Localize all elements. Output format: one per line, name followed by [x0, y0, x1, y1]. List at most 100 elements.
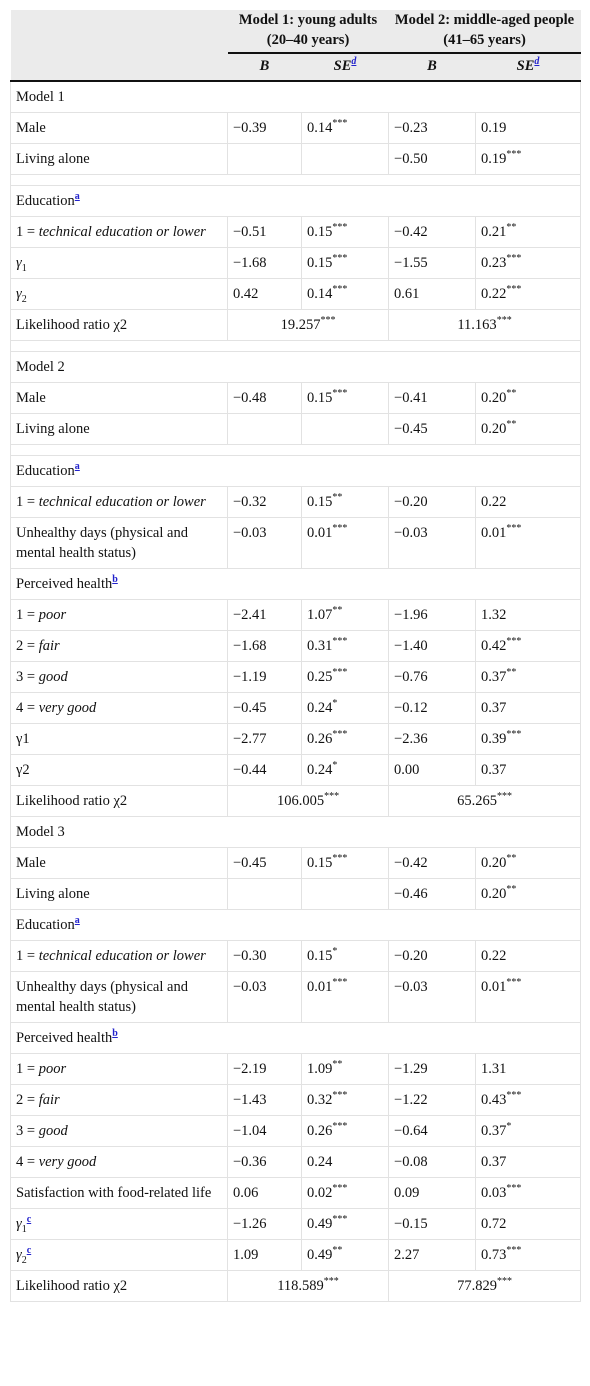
spacer: [9, 174, 582, 186]
value-cell: −0.30: [227, 940, 302, 972]
value: 0.06: [233, 1185, 259, 1201]
value-cell: 0.00: [388, 754, 477, 786]
value-cell: −0.41: [388, 382, 477, 414]
value-cell: 11.163***: [388, 309, 582, 341]
row-label: Male: [10, 382, 228, 414]
footnote-link[interactable]: b: [112, 574, 118, 586]
significance: ***: [332, 853, 348, 865]
value-cell: −1.43: [227, 1084, 302, 1116]
value: 1.32: [481, 607, 507, 623]
value-cell: 118.589***: [226, 1270, 390, 1302]
text: 1 =: [16, 494, 39, 510]
value-cell: 0.24*: [300, 754, 390, 786]
value: −0.45: [233, 855, 267, 871]
footnote-link[interactable]: d: [534, 56, 540, 68]
footnote-ref: d: [534, 56, 539, 67]
value-cell: −0.42: [388, 847, 477, 879]
subscript: 1: [21, 1223, 27, 1235]
row-label: Perceived healthb: [9, 1022, 582, 1054]
value: 0.03: [481, 1185, 507, 1201]
data-row: 4 = very good −0.36 0.24 −0.08 0.37: [10, 1146, 582, 1178]
value: −0.03: [394, 979, 428, 995]
row-label: γ2c: [10, 1239, 228, 1271]
footnote-link[interactable]: a: [74, 461, 80, 473]
row-label: Living alone: [10, 413, 228, 445]
value: 0.26: [307, 731, 333, 747]
value: 0.01: [307, 525, 333, 541]
value: −1.68: [233, 638, 267, 654]
row-label: γ2: [10, 278, 228, 310]
text: Likelihood ratio χ2: [16, 1278, 128, 1294]
value: 0.31: [307, 638, 333, 654]
value: 1.31: [481, 1061, 507, 1077]
group-header: Model 2: middle-aged people (41–65 years…: [388, 10, 581, 54]
value-cell: 0.31***: [300, 630, 390, 662]
significance: ***: [324, 791, 340, 803]
value-cell: 0.01***: [475, 517, 582, 569]
value-cell: 0.15**: [300, 486, 390, 518]
data-row: 3 = good −1.19 0.25*** −0.76 0.37**: [10, 661, 582, 693]
value-cell: 0.49**: [300, 1239, 390, 1271]
row-label: Living alone: [10, 878, 228, 910]
significance: ***: [332, 523, 348, 535]
footnote-link[interactable]: c: [26, 1214, 32, 1226]
text: Perceived health: [16, 1030, 113, 1046]
footnote-link[interactable]: c: [26, 1245, 32, 1257]
value: 0.37: [481, 1154, 507, 1170]
value: 0.14: [307, 120, 333, 136]
italic-text: SE: [333, 58, 352, 74]
spacer-row: [9, 174, 582, 186]
value: 0.21: [481, 224, 507, 240]
significance: **: [506, 884, 517, 896]
significance: **: [332, 605, 343, 617]
value-cell: 0.49***: [300, 1208, 390, 1240]
significance: ***: [506, 1245, 522, 1257]
value-cell: 0.25***: [300, 661, 390, 693]
value-cell: −1.68: [227, 247, 302, 279]
row-label: Unhealthy days (physical and mental heal…: [10, 971, 228, 1023]
value-cell: −1.22: [388, 1084, 477, 1116]
row-label: 3 = good: [10, 1115, 228, 1147]
value-cell: −1.55: [388, 247, 477, 279]
significance: *: [332, 760, 338, 772]
section-row: Educationa: [9, 455, 582, 487]
value-cell: 0.01***: [475, 971, 582, 1023]
value: 0.01: [481, 525, 507, 541]
footnote-link[interactable]: a: [74, 191, 80, 203]
significance: ***: [506, 253, 522, 265]
text: Likelihood ratio χ2: [16, 793, 128, 809]
value-cell: 0.02***: [300, 1177, 390, 1209]
row-label: 1 = poor: [10, 1053, 228, 1085]
value: 11.163: [457, 317, 497, 333]
value-cell: 0.22: [475, 486, 582, 518]
value-cell: 0.26***: [300, 723, 390, 755]
footnote-link[interactable]: d: [351, 56, 357, 68]
value: −0.50: [394, 151, 428, 167]
italic-text: γ: [16, 1247, 22, 1263]
value: 0.20: [481, 421, 507, 437]
value-cell: 1.07**: [300, 599, 390, 631]
value: 0.61: [394, 286, 420, 302]
value: 0.01: [481, 979, 507, 995]
italic-text: good: [38, 669, 68, 685]
value: 0.39: [481, 731, 507, 747]
row-label: Model 1: [9, 80, 582, 113]
footnote-ref: c: [27, 1245, 31, 1256]
value-cell: −0.48: [227, 382, 302, 414]
column-header: B: [388, 53, 476, 82]
text: 1 =: [16, 224, 39, 240]
row-label: γ1c: [10, 1208, 228, 1240]
footnote-link[interactable]: a: [74, 915, 80, 927]
value: −0.15: [394, 1216, 428, 1232]
footnote-link[interactable]: b: [112, 1028, 118, 1040]
value: −0.64: [394, 1123, 428, 1139]
footnote-ref: d: [351, 56, 356, 67]
data-row: 1 = technical education or lower −0.30 0.1…: [10, 940, 582, 972]
value-cell: −0.50: [388, 143, 477, 175]
text: Unhealthy days (physical and mental heal…: [16, 979, 188, 1015]
value: 0.22: [481, 494, 507, 510]
significance: ***: [332, 1183, 348, 1195]
significance: ***: [496, 315, 512, 327]
italic-text: very good: [38, 700, 97, 716]
italic-text: technical education or lower: [38, 494, 206, 510]
